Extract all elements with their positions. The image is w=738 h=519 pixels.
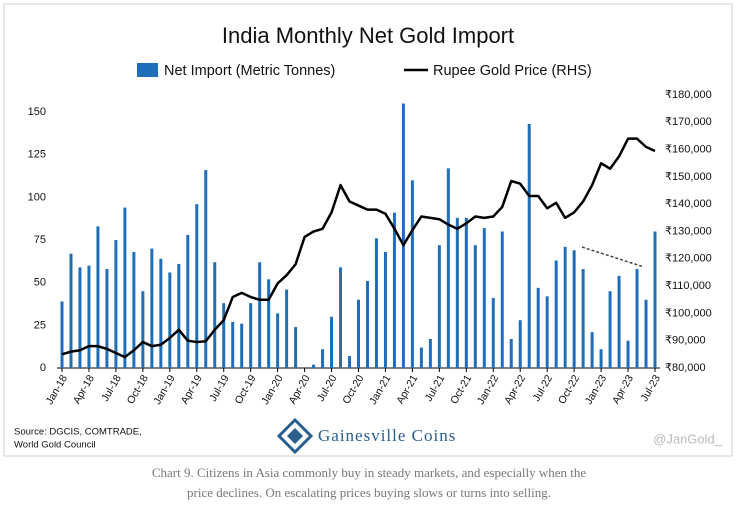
bar xyxy=(446,168,450,368)
y2-tick-label: ₹150,000 xyxy=(665,171,712,183)
y-tick-label: 50 xyxy=(34,277,46,289)
bar xyxy=(410,180,414,368)
bar xyxy=(437,245,441,368)
source: Source: DGCIS, COMTRADE, xyxy=(14,427,142,438)
bar xyxy=(330,316,334,368)
caption: Chart 9. Citizens in Asia commonly buy i… xyxy=(152,465,587,480)
bar xyxy=(204,170,208,368)
bar xyxy=(132,251,136,368)
bar xyxy=(177,263,181,368)
bar xyxy=(500,231,504,368)
bar xyxy=(653,231,657,368)
bar xyxy=(374,238,378,368)
bar xyxy=(321,349,325,368)
bar xyxy=(644,299,648,368)
bar xyxy=(473,245,477,368)
bar xyxy=(357,299,360,368)
y-tick-label: 75 xyxy=(34,234,46,246)
bar xyxy=(285,289,289,368)
watermark: @JanGold_ xyxy=(653,431,723,446)
y2-tick-label: ₹110,000 xyxy=(665,280,711,292)
bar xyxy=(267,279,271,368)
bar xyxy=(608,291,612,368)
bar xyxy=(599,349,603,368)
bar xyxy=(69,253,73,368)
y2-tick-label: ₹120,000 xyxy=(665,253,712,265)
y-tick-label: 100 xyxy=(28,191,46,203)
y2-tick-label: ₹130,000 xyxy=(665,225,712,237)
bar xyxy=(150,248,154,368)
y-tick-label: 150 xyxy=(28,106,46,118)
bar xyxy=(294,327,298,368)
y2-tick-label: ₹140,000 xyxy=(665,198,712,210)
bar xyxy=(258,262,262,368)
y2-tick-label: ₹90,000 xyxy=(665,335,706,347)
bar xyxy=(168,272,172,368)
source: World Gold Council xyxy=(14,440,96,451)
bar xyxy=(626,340,630,368)
bar xyxy=(554,260,558,368)
bar xyxy=(590,332,594,368)
bar xyxy=(635,269,639,368)
bar xyxy=(105,269,109,368)
legend-label: Rupee Gold Price (RHS) xyxy=(433,63,592,79)
bar xyxy=(249,303,253,368)
bar xyxy=(572,250,576,368)
bar xyxy=(392,212,396,368)
y-tick-label: 25 xyxy=(34,319,46,331)
bar xyxy=(509,338,513,368)
chart-title: India Monthly Net Gold Import xyxy=(222,23,514,48)
bar xyxy=(213,262,217,368)
bar xyxy=(222,303,226,368)
bar xyxy=(60,301,64,368)
legend-label: Net Import (Metric Tonnes) xyxy=(164,63,335,79)
bar xyxy=(87,265,91,368)
bar xyxy=(563,246,567,368)
y-tick-label: 0 xyxy=(40,362,46,374)
bar xyxy=(527,124,531,368)
bar xyxy=(312,364,316,368)
bar xyxy=(365,280,369,368)
bar xyxy=(276,313,280,368)
bar xyxy=(545,296,549,368)
bar xyxy=(482,228,486,368)
bar xyxy=(195,204,199,368)
bar xyxy=(428,338,432,368)
bar xyxy=(78,267,82,368)
logo-icon xyxy=(276,417,314,455)
bar xyxy=(401,103,405,368)
logo: Gainesville Coins xyxy=(318,426,456,445)
bar xyxy=(231,321,235,368)
price-line xyxy=(61,137,656,359)
bar xyxy=(464,217,468,368)
bar xyxy=(518,320,522,368)
bar xyxy=(491,298,495,368)
bar xyxy=(114,240,118,368)
bar xyxy=(186,234,190,368)
y2-tick-label: ₹170,000 xyxy=(665,116,712,128)
bar xyxy=(536,287,540,368)
bar xyxy=(581,269,585,368)
bar xyxy=(339,267,343,368)
legend-swatch xyxy=(137,63,158,77)
y2-tick-label: ₹80,000 xyxy=(665,362,706,374)
y2-tick-label: ₹100,000 xyxy=(665,307,712,319)
bar xyxy=(123,207,127,368)
bar xyxy=(455,217,459,368)
y-tick-label: 125 xyxy=(28,149,46,161)
bar xyxy=(419,347,423,368)
bar xyxy=(348,356,352,368)
bar xyxy=(383,251,387,368)
caption: price declines. On escalating prices buy… xyxy=(187,485,551,500)
bar xyxy=(617,275,621,368)
trend-annotation xyxy=(581,246,645,268)
bar xyxy=(141,291,145,368)
bar xyxy=(96,226,100,368)
bar xyxy=(240,323,244,368)
bar xyxy=(159,258,163,368)
y2-tick-label: ₹160,000 xyxy=(665,144,712,156)
y2-tick-label: ₹180,000 xyxy=(665,89,712,101)
